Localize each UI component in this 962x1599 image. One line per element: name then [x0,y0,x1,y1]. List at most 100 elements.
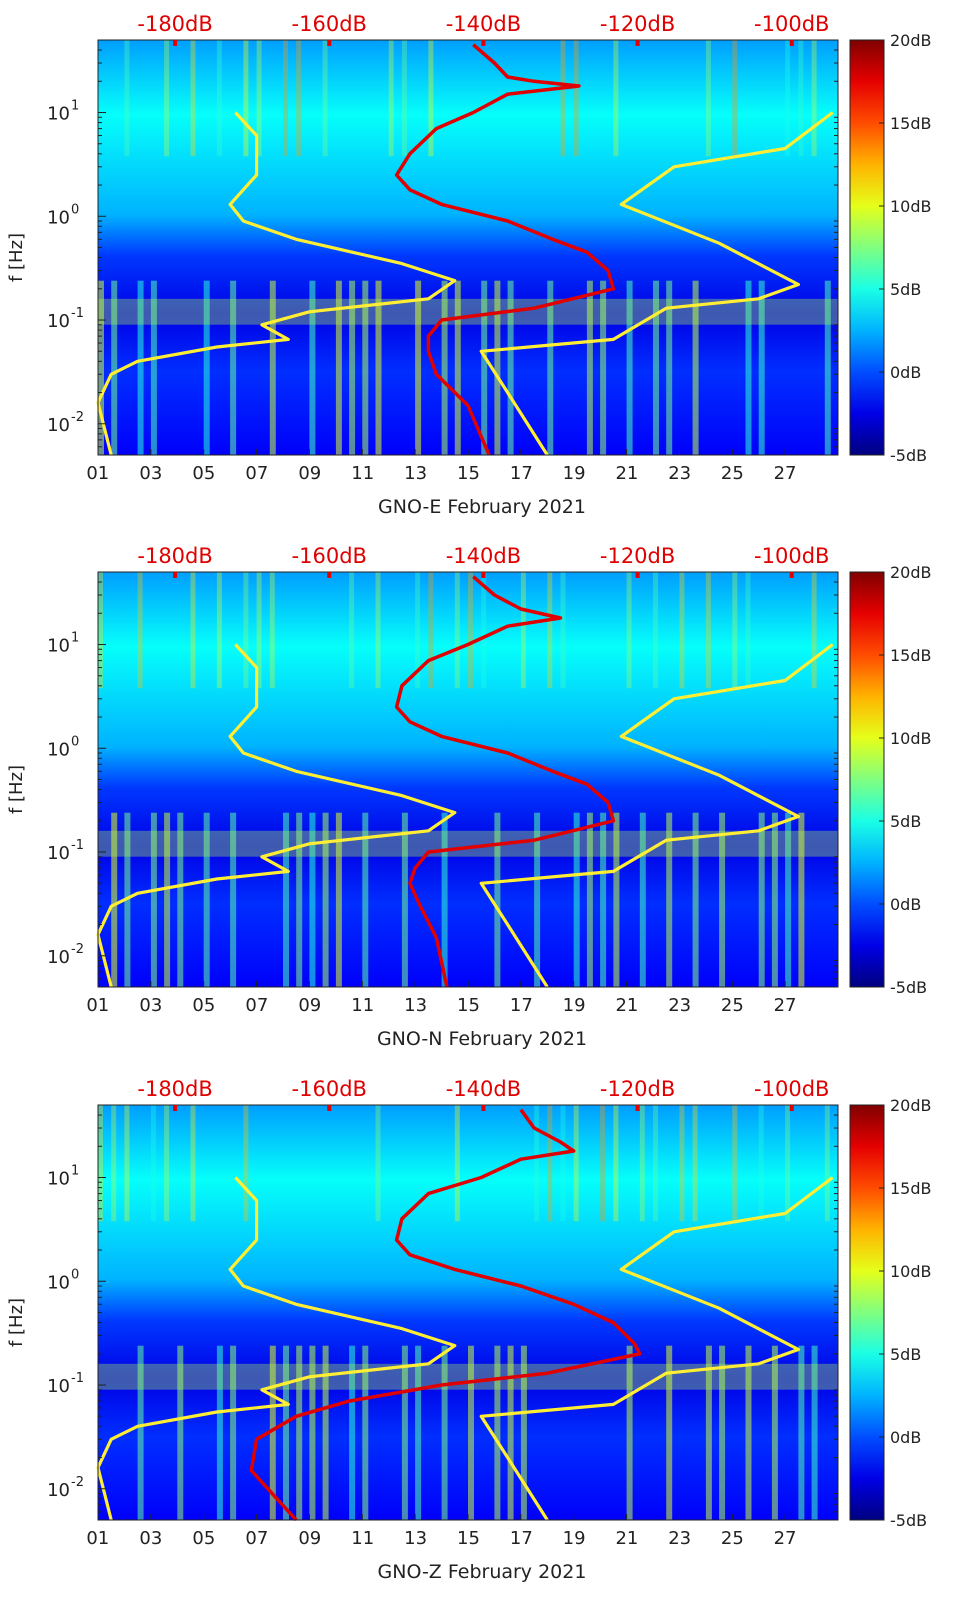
spectrogram-stripe [705,1345,712,1520]
x-tick-label: 13 [404,1528,427,1549]
y-tick-exponent: 0 [71,202,79,217]
spectrogram-stripe [349,1345,356,1520]
spectrogram-stripe [626,1345,633,1520]
spectrogram-stripe [573,812,580,987]
spectrogram-stripe [798,40,804,157]
spectrogram-stripe [190,1105,196,1222]
top-db-label: -120dB [600,12,675,36]
x-tick-label: 15 [457,1528,480,1549]
spectrogram-stripe [732,40,738,157]
colorbar-label: 15dB [890,646,932,665]
colorbar-label: 20dB [890,1096,932,1115]
spectrogram-stripe [811,40,817,157]
spectrogram-stripe [269,280,276,455]
x-tick-label: 21 [615,1528,638,1549]
spectrogram-stripe [322,40,328,157]
y-tick-exponent: -2 [71,410,84,425]
spectrogram-stripe [98,572,103,689]
x-tick-label: 13 [404,463,427,484]
x-tick-label: 25 [721,1528,744,1549]
spectrogram-stripe [349,572,355,689]
spectrogram-stripe [481,572,487,689]
spectrogram-stripe [745,280,752,455]
colorbar-label: -5dB [890,1511,927,1530]
x-tick-label: 15 [457,463,480,484]
spectrogram-stripe [124,40,130,157]
spectrogram-stripe [613,812,620,987]
spectrogram-stripe [705,572,711,689]
spectrogram-stripe [771,812,778,987]
x-tick-label: 05 [192,995,215,1016]
spectrogram-stripe [586,280,593,455]
spectrogram-stripe [256,40,262,157]
colorbar-label: 10dB [890,197,932,216]
spectrogram-stripe [137,1345,144,1520]
spectrogram-stripe [401,812,408,987]
spectrogram-stripe [666,280,673,455]
series-line [394,575,616,988]
x-tick-label: 27 [774,1528,797,1549]
spectrogram-stripe [560,40,566,157]
spectrogram-stripe [639,1105,645,1222]
x-axis-label: GNO-Z February 2021 [378,1561,587,1583]
spectrogram-stripe [230,280,237,455]
spectrogram-stripe [216,572,222,689]
x-axis-label: GNO-E February 2021 [378,496,586,518]
colorbar-label: 20dB [890,563,932,582]
top-db-label: -120dB [600,544,675,568]
x-tick-label: 11 [351,1528,374,1549]
spectrogram-stripe [243,1105,249,1222]
y-tick-label: 10 [47,1272,70,1293]
spectrogram-stripe [137,572,143,689]
x-tick-label: 17 [510,1528,533,1549]
spectrogram-stripe [177,1345,184,1520]
spectrogram-stripe [824,280,831,455]
x-tick-label: 23 [668,995,691,1016]
spectrogram-stripe [481,280,488,455]
spectrogram-stripe [309,1345,316,1520]
y-tick-exponent: 1 [71,99,79,114]
spectrogram-stripe [560,572,566,689]
spectrogram-stripe [150,1105,156,1222]
y-tick-exponent: -1 [71,306,84,321]
y-tick-exponent: 1 [71,1164,79,1179]
spectrogram-stripe [626,572,632,689]
x-tick-label: 09 [298,1528,321,1549]
spectrogram-stripe [296,1345,303,1520]
colorbar-label: 10dB [890,1262,932,1281]
x-tick-label: 23 [668,1528,691,1549]
spectrogram-stripe [441,812,448,987]
spectrogram-stripe [692,812,699,987]
top-db-label: -180dB [137,1077,212,1101]
y-tick-exponent: -1 [71,1371,84,1386]
colorbar-label: 0dB [890,895,921,914]
spectrogram-stripe [758,280,765,455]
spectrogram-stripe [428,40,434,157]
spectrogram-stripe [362,812,369,987]
spectrogram-stripe [454,1105,460,1222]
x-tick-label: 19 [563,1528,586,1549]
colorbar-label: 5dB [890,1345,921,1364]
spectrogram-stripe [560,1105,566,1222]
spectrogram-stripe [520,1345,527,1520]
y-tick-label: 10 [47,104,70,125]
x-tick-label: 07 [245,995,268,1016]
top-db-label: -140dB [446,12,521,36]
spectrogram-stripe [441,280,448,455]
colorbar-label: 15dB [890,114,932,133]
spectrogram-stripe [745,572,751,689]
spectrogram-stripe [507,1345,514,1520]
colorbar-label: 0dB [890,1428,921,1447]
spectrogram-stripe [705,40,711,157]
top-db-label: -160dB [292,12,367,36]
spectrogram-stripe [719,1345,726,1520]
spectrogram-stripe [441,1345,448,1520]
x-tick-label: 17 [510,463,533,484]
colorbar-label: 15dB [890,1179,932,1198]
spectrogram-stripe [388,40,394,157]
series-line [394,43,616,456]
spectrogram-stripe [296,812,303,987]
spectrogram-stripe [375,572,381,689]
